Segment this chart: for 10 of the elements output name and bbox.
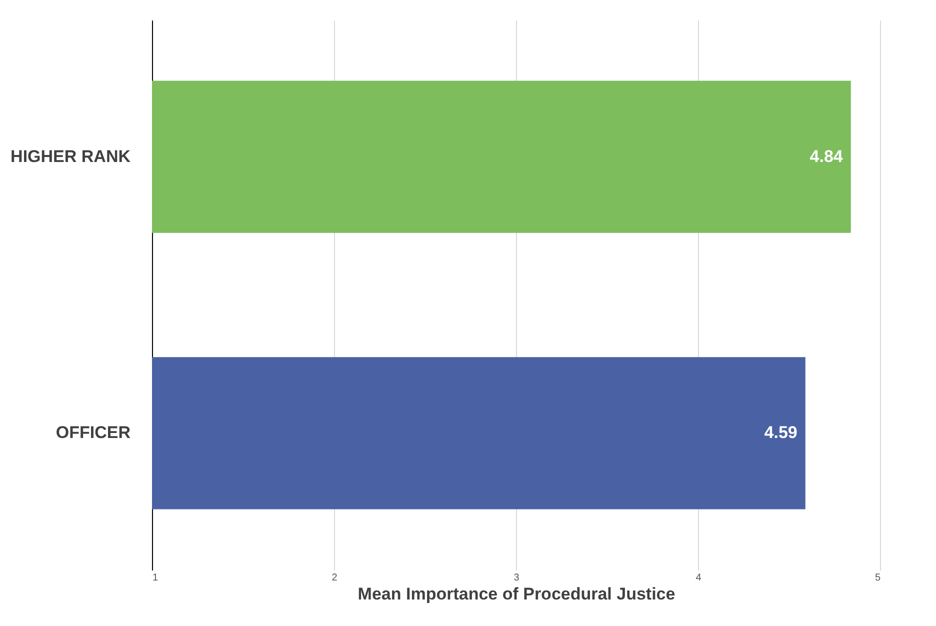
data-label: 4.84 — [810, 146, 844, 166]
x-axis-title: Mean Importance of Procedural Justice — [358, 584, 676, 604]
y-tick-label: OFFICER — [56, 423, 130, 442]
x-tick-label: 2 — [332, 572, 338, 584]
x-tick-label: 3 — [514, 572, 520, 584]
y-tick-label: HIGHER RANK — [10, 146, 132, 166]
x-tick-label: 5 — [874, 572, 881, 584]
x-tick-label: 1 — [152, 572, 158, 584]
data-label: 4.59 — [764, 423, 798, 442]
x-tick-label: 4 — [696, 572, 702, 584]
